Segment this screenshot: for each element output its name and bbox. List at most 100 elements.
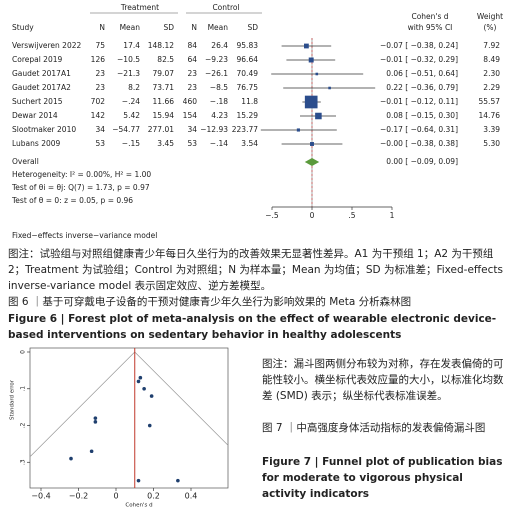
cell: −.18 (210, 97, 228, 106)
weight-text: 55.57 (479, 97, 501, 106)
cell: 702 (91, 97, 106, 106)
model-note: Fixed−effects inverse−variance model (12, 231, 157, 240)
test-stat: Test of θi = θj: Q(7) = 1.73, p = 0.97 (11, 183, 150, 192)
plot-frame (29, 347, 229, 489)
cell: 5.42 (123, 111, 140, 120)
y-tick-label: 0 (20, 350, 27, 354)
cell: 23 (187, 83, 197, 92)
effect-square (308, 57, 314, 63)
column-header: Mean (120, 23, 141, 32)
cell: 53 (95, 139, 105, 148)
figure6-caption-en: Figure 6 | Forest plot of meta-analysis … (8, 313, 497, 341)
column-header: SD (247, 23, 258, 32)
cell: −.15 (122, 139, 140, 148)
effect-square (315, 112, 322, 120)
study-name: Slootmaker 2010 (12, 125, 76, 134)
cell: 8.2 (128, 83, 140, 92)
study-point (136, 379, 141, 384)
x-axis-label: Cohen's d (125, 503, 152, 509)
cell: 126 (91, 55, 106, 64)
x-tick-label: −.5 (265, 211, 279, 220)
effect-square (310, 142, 314, 146)
cell: 76.75 (237, 83, 259, 92)
cell: −9.23 (205, 55, 228, 64)
funnel-edge (30, 351, 135, 458)
cell: 70.49 (237, 69, 259, 78)
effect-header: with 95% CI (408, 23, 453, 32)
cell: 15.94 (153, 111, 175, 120)
cell: 95.83 (237, 41, 259, 50)
study-point (69, 456, 73, 461)
effect-square (315, 72, 319, 76)
cell: 96.64 (237, 55, 259, 64)
figure7-caption-cn: 图 7 ｜中高强度身体活动指标的发表偏倚漏斗图 (262, 422, 486, 434)
study-point (142, 386, 146, 391)
study-name: Verswijveren 2022 (12, 41, 81, 50)
x-tick-label: 0 (310, 211, 315, 220)
effect-text: −0.07 [ −0.38, 0.24] (380, 41, 458, 50)
cell: 53 (187, 139, 197, 148)
y-tick-label: .3 (20, 459, 27, 465)
figure7-caption-en: Figure 7 | Funnel plot of publication bi… (262, 456, 503, 500)
cell: 154 (183, 111, 198, 120)
effect-square (304, 43, 309, 49)
column-header: N (99, 23, 105, 32)
weight-header: Weight (477, 12, 503, 21)
cell: 17.4 (123, 41, 140, 50)
cell: −21.3 (117, 69, 140, 78)
cell: 277.01 (148, 125, 174, 134)
cell: 75 (95, 41, 105, 50)
funnel-edge (134, 351, 228, 446)
cell: 82.5 (157, 55, 174, 64)
x-tick-label: 0.2 (147, 492, 160, 501)
weight-header: (%) (484, 23, 497, 32)
figure7-note: 图注：漏斗图两侧分布较为对称，存在发表偏倚的可能性较小。横坐标代表效应量的大小，… (262, 358, 504, 402)
study-name: Corepal 2019 (12, 55, 62, 64)
column-header: Mean (208, 23, 229, 32)
column-header: Study (12, 23, 34, 32)
x-tick-label: 0 (113, 492, 118, 501)
cell: 79.07 (153, 69, 175, 78)
cell: 15.29 (237, 111, 259, 120)
cell: 3.54 (241, 139, 258, 148)
cell: −10.5 (117, 55, 140, 64)
effect-text: 0.22 [ −0.36, 0.79] (386, 83, 458, 92)
study-point (176, 478, 180, 483)
weight-text: 3.39 (483, 125, 500, 134)
y-tick-label: .2 (20, 422, 27, 428)
cell: 11.66 (153, 97, 175, 106)
weight-text: 14.76 (479, 111, 501, 120)
effect-header: Cohen's d (411, 12, 448, 21)
weight-text: 5.30 (483, 139, 500, 148)
y-axis-label: Standard error (10, 379, 16, 420)
cell: −54.77 (112, 125, 140, 134)
overall-diamond (304, 158, 320, 166)
study-point (89, 449, 94, 454)
cell: −8.5 (210, 83, 228, 92)
cell: 26.4 (211, 41, 228, 50)
effect-text: −0.01 [ −0.32, 0.29] (380, 55, 458, 64)
column-header: SD (163, 23, 174, 32)
cell: −26.1 (205, 69, 228, 78)
cell: 460 (183, 97, 198, 106)
effect-text: 0.08 [ −0.15, 0.30] (386, 111, 458, 120)
weight-text: 7.92 (483, 41, 500, 50)
study-point (136, 478, 141, 483)
cell: 23 (95, 83, 105, 92)
cell: 3.45 (157, 139, 174, 148)
group-header: Treatment (120, 3, 159, 12)
effect-square (304, 95, 318, 109)
cell: 64 (187, 55, 197, 64)
cell: 11.8 (241, 97, 258, 106)
cell: 142 (91, 111, 106, 120)
effect-text: 0.06 [ −0.51, 0.64] (386, 69, 458, 78)
cell: −.14 (210, 139, 228, 148)
weight-text: 2.30 (483, 69, 500, 78)
weight-text: 8.49 (483, 55, 500, 64)
cell: 148.12 (148, 41, 174, 50)
cell: 34 (95, 125, 105, 134)
cell: 23 (95, 69, 105, 78)
study-point (93, 416, 98, 420)
study-name: Suchert 2015 (12, 97, 63, 106)
